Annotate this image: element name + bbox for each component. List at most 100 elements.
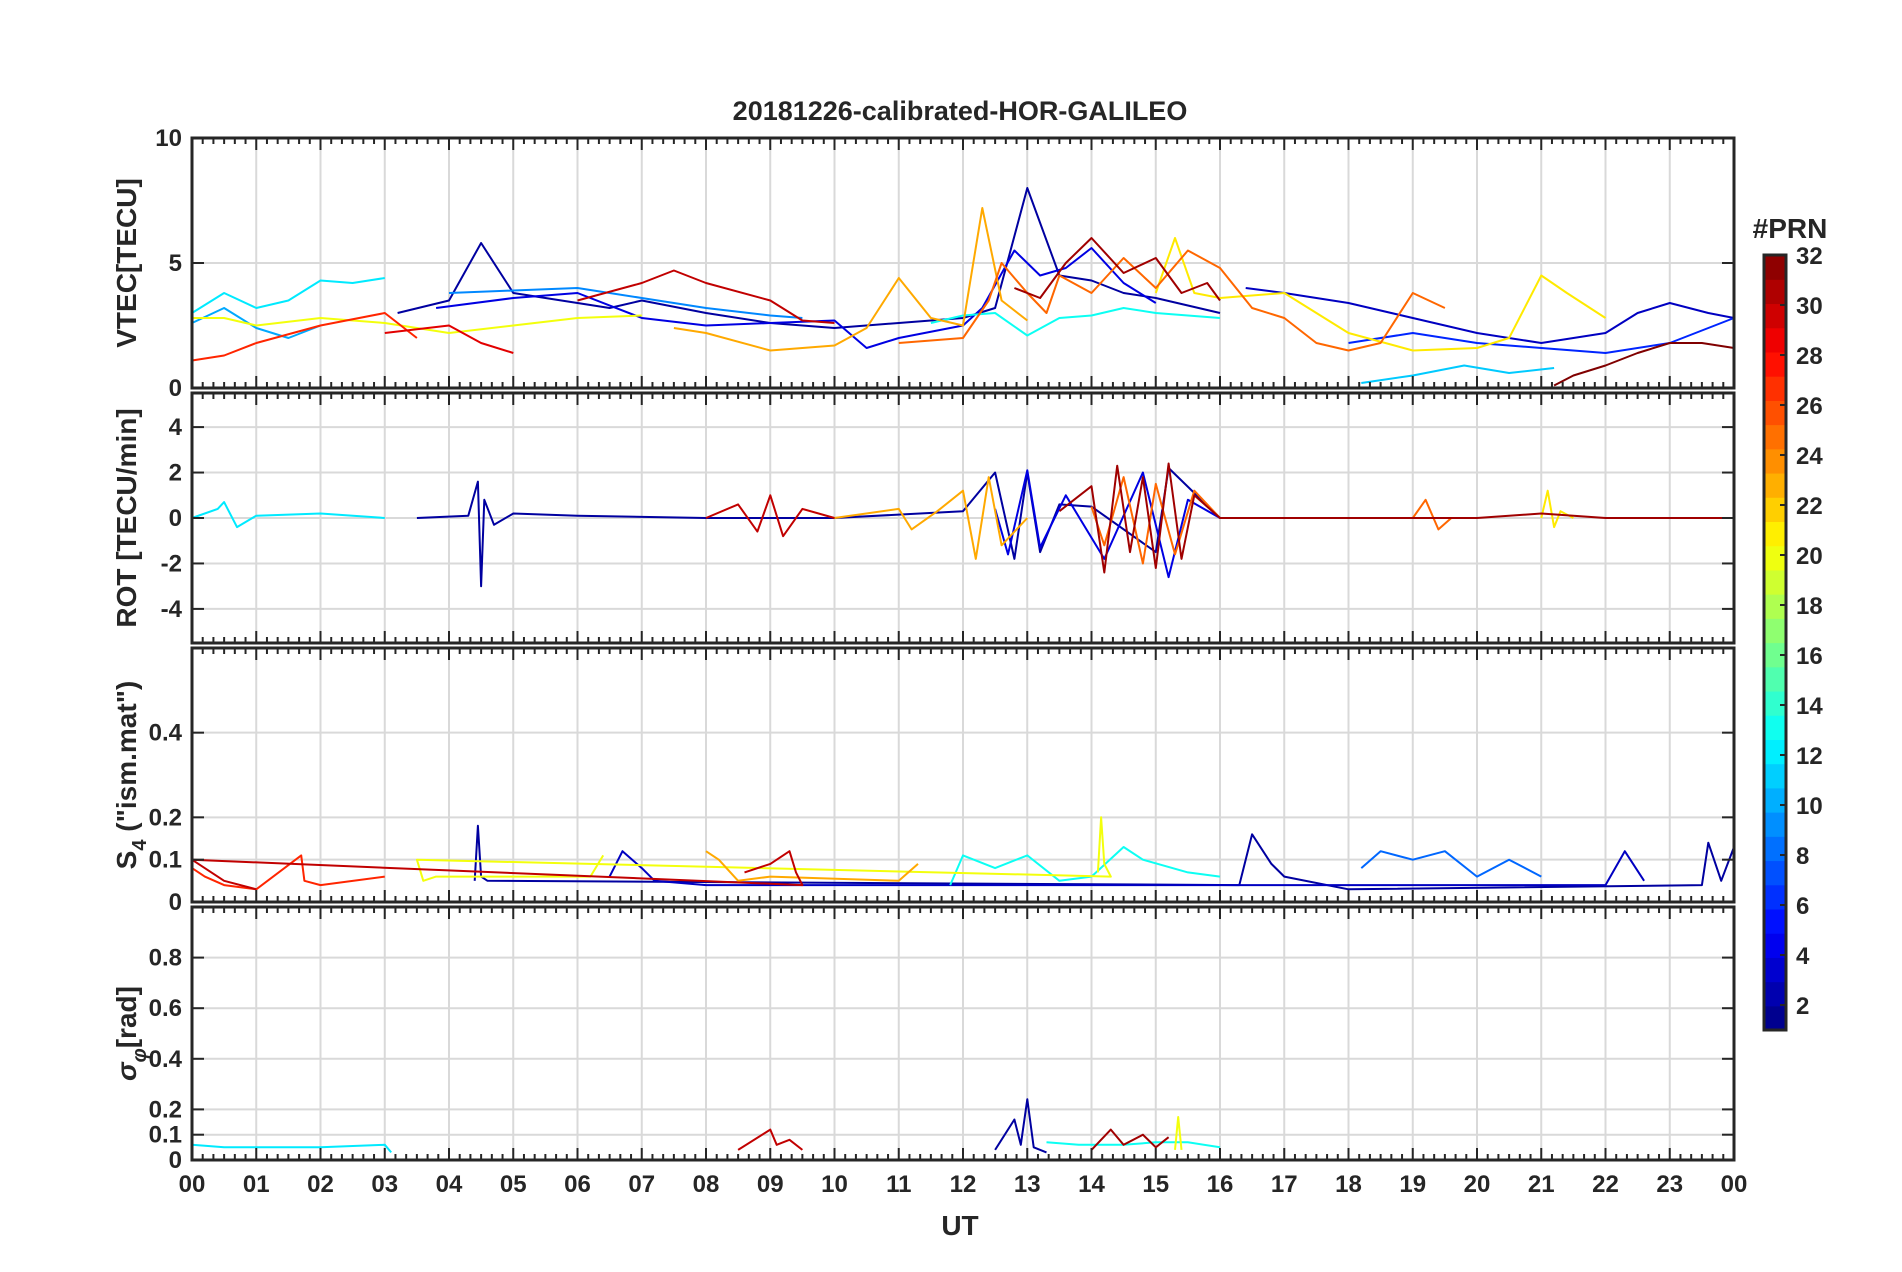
series-prn-21 [1540,489,1574,529]
series-prn-23 [673,207,1028,352]
y-axis-label-rest: [rad] [111,986,142,1048]
series-prn-2 [416,467,1221,588]
y-axis-label-main: σ [111,1061,142,1081]
colorbar-segment [1764,812,1786,837]
y-axis-label-rest: ("ism.mat") [111,681,142,840]
colorbar-tick-label: 12 [1796,743,1823,770]
series-prn-31 [1058,462,1734,574]
series-prn-13 [1046,1141,1221,1149]
series-prn-30 [191,850,804,891]
series-prn-12 [191,501,385,529]
series-prn-9 [448,287,803,319]
colorbar-segment [1764,618,1786,644]
y-tick-label: 0.8 [149,945,182,972]
colorbar-segment [1764,933,1786,958]
x-tick-label: 23 [1656,1171,1683,1198]
colorbar-tick-label: 28 [1796,343,1823,370]
x-tick-label: 09 [757,1171,784,1198]
x-tick-label: 00 [1721,1171,1748,1198]
colorbar-segment [1764,957,1786,983]
y-tick-label: 10 [155,125,182,152]
series-prn-10 [191,307,321,339]
colorbar-segment [1764,545,1786,571]
x-tick-label: 06 [564,1171,591,1198]
y-axis-label-sub: 4 [129,839,151,851]
x-tick-label: 11 [886,1171,911,1198]
x-tick-label: 20 [1464,1171,1491,1198]
x-tick-label: 22 [1592,1171,1619,1198]
colorbar-segment [1764,763,1786,789]
x-tick-label: 14 [1078,1171,1105,1198]
colorbar-segment [1764,739,1786,765]
colorbar-segment [1764,690,1786,716]
colorbar-segment [1764,521,1786,547]
colorbar-segment [1764,327,1786,353]
y-tick-label: 2 [169,460,182,487]
colorbar-segment [1764,594,1786,619]
y-tick-label: 0 [169,505,182,532]
series-prn-8 [1360,850,1542,878]
series-prn-21 [1154,237,1607,352]
series-prn-3 [608,850,1645,887]
series-prn-2 [397,187,1221,329]
colorbar-segment [1764,303,1786,329]
colorbar-tick-label: 10 [1796,793,1823,820]
colorbar-segment [1764,666,1786,692]
series-prn-27 [191,854,385,891]
x-tick-label: 16 [1207,1171,1234,1198]
series-prn-13 [949,846,1221,886]
colorbar-segment [1764,448,1786,474]
x-tick-label: 19 [1399,1171,1426,1198]
y-tick-label: -4 [161,596,183,623]
panel-vtec: 0 5 10 VTEC[TECU] [111,125,1736,402]
x-tick-label: 03 [371,1171,398,1198]
colorbar-tick-label: 16 [1796,643,1823,670]
y-tick-label: 0 [169,889,182,916]
series-prn-12 [191,1143,392,1154]
y-tick-label: 0.1 [149,847,182,874]
x-tick-label: 10 [821,1171,848,1198]
series-prn-31 [1014,237,1221,302]
colorbar-segment [1764,279,1786,305]
x-tick-label: 21 [1528,1171,1555,1198]
colorbar-tick-label: 2 [1796,993,1809,1020]
series-prn-20 [415,816,1112,882]
y-tick-label: 4 [169,414,183,441]
colorbar-tick-label: 14 [1796,693,1823,720]
colorbar-segment [1764,497,1786,523]
y-axis-label-main: S [111,851,142,870]
x-tick-label: 05 [500,1171,527,1198]
y-axis-label: σφ[rad] [111,986,151,1081]
colorbar-tick-label: 8 [1796,843,1809,870]
x-tick-label: 12 [950,1171,977,1198]
colorbar-segment [1764,255,1786,280]
colorbar-segment [1764,424,1786,450]
series-prn-29 [384,324,514,354]
y-tick-label: 0.4 [149,720,183,747]
y-axis-label: S4 ("ism.mat") [111,681,151,870]
x-tick-label: 02 [307,1171,334,1198]
colorbar-tick-label: 26 [1796,393,1823,420]
panel-s4: 00.10.20.4S4 ("ism.mat") [111,646,1736,916]
x-tick-label: 04 [436,1171,463,1198]
colorbar-segment [1764,787,1786,813]
x-tick-label: 08 [693,1171,720,1198]
x-tick-label: 00 [179,1171,206,1198]
panel-sigma_phi: 00.10.2 0.4 0.6 0.8 σφ[rad] [111,905,1736,1174]
colorbar-segment [1764,376,1786,401]
x-tick-label: 15 [1142,1171,1169,1198]
colorbar-segment [1764,836,1786,862]
colorbar-tick-label: 24 [1796,443,1823,470]
colorbar-tick-label: 18 [1796,593,1823,620]
x-tick-label: 18 [1335,1171,1362,1198]
colorbar-segment [1764,981,1786,1007]
series-prn-11 [1361,364,1555,384]
series-prn-20 [1174,1116,1183,1150]
y-tick-label: 0.2 [149,804,182,831]
y-axis-label-sub: φ [129,1048,151,1062]
colorbar-segment [1764,860,1786,886]
series-prn-30 [705,494,835,538]
